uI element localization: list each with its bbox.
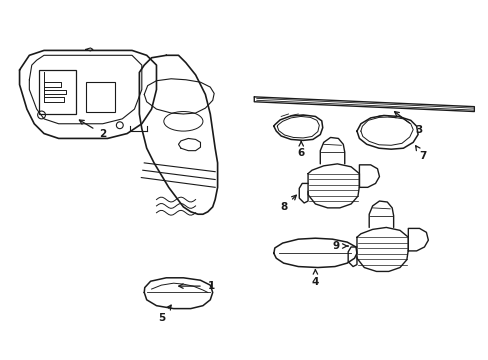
Text: 7: 7	[419, 151, 426, 161]
Text: 5: 5	[158, 313, 165, 323]
Text: 4: 4	[311, 277, 319, 287]
Text: 9: 9	[332, 241, 339, 251]
Text: 3: 3	[414, 125, 422, 135]
Text: 6: 6	[297, 148, 304, 158]
Text: 8: 8	[280, 202, 287, 212]
Text: 1: 1	[208, 281, 215, 291]
Text: 2: 2	[99, 129, 106, 139]
